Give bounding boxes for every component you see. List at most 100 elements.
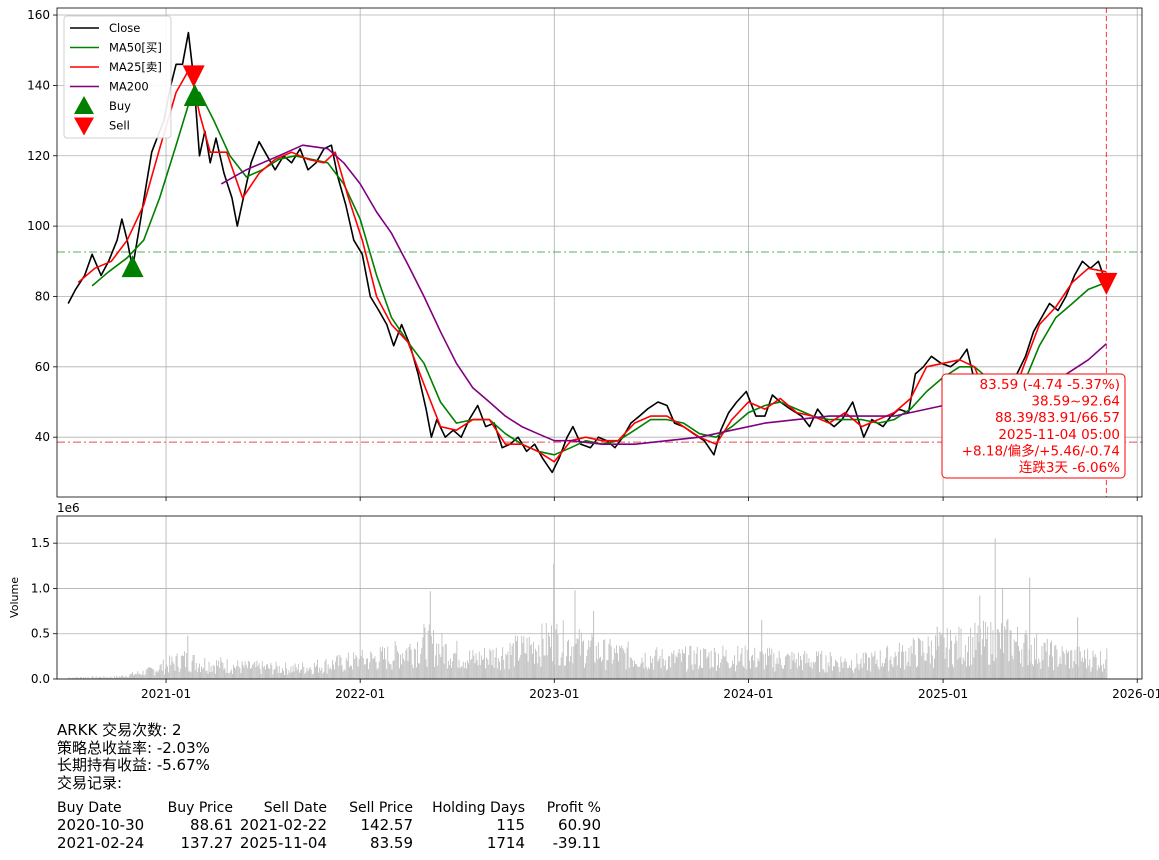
volume-bar [115, 677, 116, 679]
volume-bar [833, 666, 834, 679]
volume-bar [1050, 642, 1051, 679]
volume-bar [313, 662, 315, 679]
volume-bar [985, 622, 986, 679]
volume-bar [650, 655, 651, 679]
volume-bar [200, 672, 201, 679]
volume-bar [137, 671, 139, 679]
volume-bar [1005, 629, 1007, 679]
volume-bar [252, 664, 254, 679]
volume-bar [111, 677, 113, 679]
volume-bar [317, 659, 318, 679]
legend-label: Close [109, 21, 140, 35]
volume-bar [785, 656, 786, 679]
volume-bar [377, 668, 379, 679]
volume-bar [400, 654, 401, 679]
volume-bar [449, 665, 450, 679]
volume-bar [413, 648, 415, 679]
volume-bar [649, 669, 650, 679]
volume-bar [1074, 650, 1076, 679]
volume-bar [108, 678, 110, 679]
volume-bar [1054, 645, 1056, 679]
volume-bar [616, 645, 617, 679]
annotation-box [941, 373, 1126, 479]
volume-bar [751, 656, 752, 679]
volume-bar [636, 664, 638, 679]
volume-bar [140, 674, 142, 679]
volume-bar [764, 653, 766, 679]
volume-bar [1035, 659, 1036, 679]
volume-bar [669, 656, 671, 679]
volume-bar [145, 669, 147, 679]
volume-panel: 0.0 0.5 1.0 1.5 2021-01 2022-01 2023-01 2024-01… [8, 501, 1159, 701]
volume-bar [1003, 652, 1005, 679]
volume-bar [127, 677, 129, 679]
volume-bar [497, 658, 499, 679]
volume-bar [434, 666, 435, 679]
volume-bar [566, 656, 567, 679]
volume-bar [221, 661, 223, 679]
volume-bar [289, 672, 291, 679]
volume-bar [223, 669, 225, 679]
volume-bar [1002, 588, 1004, 679]
volume-bar [1026, 635, 1028, 679]
volume-bar [343, 669, 345, 679]
volume-bar [628, 667, 630, 679]
buy-marker [183, 83, 206, 106]
volume-bar [112, 678, 114, 679]
volume-bar [986, 639, 988, 679]
volume-bar [309, 667, 311, 679]
volume-bar [229, 671, 231, 679]
volume-bar [282, 668, 283, 679]
volume-bar [508, 669, 510, 679]
volume-bar [476, 660, 478, 679]
volume-bar [870, 671, 872, 679]
volume-bar [1095, 657, 1097, 679]
volume-bar [122, 675, 124, 679]
volume-bar [170, 665, 172, 679]
volume-bar [420, 654, 422, 679]
volume-bar [781, 668, 783, 679]
volume-bar [879, 650, 881, 679]
volume-bar [579, 655, 581, 679]
volume-bar [871, 652, 873, 679]
volume-bar [605, 670, 607, 679]
volume-bar [997, 629, 999, 679]
volume-bar [371, 653, 373, 679]
volume-y-tick-label: 0.0 [31, 672, 50, 686]
volume-bar [360, 656, 362, 679]
volume-bar [558, 665, 560, 679]
volume-bar [438, 643, 440, 679]
volume-bar [750, 668, 751, 679]
volume-bar [1010, 630, 1012, 679]
price-y-tick-label: 40 [35, 430, 50, 444]
volume-bar [568, 639, 569, 679]
volume-bar [119, 676, 121, 679]
volume-bar [372, 658, 374, 679]
volume-bar [495, 647, 497, 679]
volume-bar [149, 667, 150, 679]
volume-bar [680, 661, 682, 679]
volume-bar [944, 658, 946, 679]
volume-bar [866, 653, 867, 679]
volume-bar [822, 668, 824, 679]
volume-bar [347, 652, 349, 679]
volume-bar [913, 640, 915, 679]
volume-bar [439, 654, 441, 679]
cell-holding-days: 1714 [486, 834, 525, 852]
volume-bar [577, 639, 579, 679]
volume-bar [524, 652, 526, 679]
volume-bar [954, 643, 956, 679]
volume-bar [712, 667, 714, 679]
volume-bar [625, 669, 627, 679]
volume-bar [1024, 633, 1026, 679]
volume-bar [383, 659, 384, 679]
volume-bar [763, 669, 765, 679]
volume-bar [926, 653, 928, 679]
volume-bar [626, 647, 628, 679]
volume-bar [584, 667, 585, 679]
volume-bar [848, 665, 850, 679]
volume-bar [570, 655, 572, 679]
volume-bar [521, 635, 523, 679]
stock-chart: 40 60 80 100 120 140 160 83.59 (-4.74 -5.37%)38… [8, 7, 1159, 701]
volume-bar [742, 665, 744, 679]
